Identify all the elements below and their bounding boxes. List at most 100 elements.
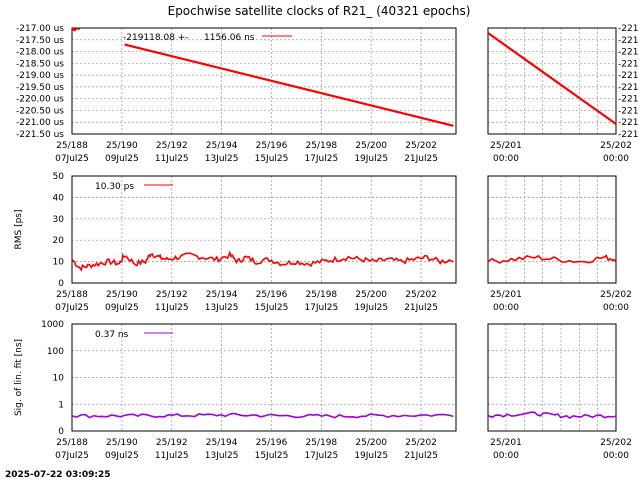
x-tick-date: 13Jul25 [205, 451, 239, 461]
x-tick-date: 19Jul25 [354, 451, 388, 461]
x-tick-date: 00:00 [603, 154, 629, 164]
x-tick-date: 07Jul25 [55, 154, 89, 164]
plot-frame [71, 323, 457, 432]
x-tick-label: 25/201 [490, 290, 522, 300]
x-tick-label: 25/194 [206, 290, 238, 300]
plot-frame [71, 27, 457, 135]
x-tick-label: 25/198 [306, 438, 338, 448]
y-tick-label: -220.00 us [16, 95, 64, 105]
legend-label: -219118.08 +- [123, 33, 189, 43]
y-tick-label: 20 [53, 236, 65, 246]
y-tick-label: 50 [53, 172, 65, 182]
x-tick-date: 15Jul25 [255, 303, 289, 313]
x-tick-label: 25/196 [256, 438, 288, 448]
x-tick-label: 25/196 [256, 141, 288, 151]
x-tick-label: 25/202 [405, 141, 437, 151]
x-tick-label: 25/188 [56, 141, 88, 151]
y-tick-label: -221 [618, 95, 638, 105]
x-tick-date: 17Jul25 [304, 451, 338, 461]
x-tick-date: 21Jul25 [404, 303, 438, 313]
y-tick-label: 30 [53, 215, 65, 225]
y-tick-label: 0 [58, 427, 64, 437]
data-line [487, 32, 617, 125]
y-tick-label: 40 [53, 193, 65, 203]
x-tick-date: 13Jul25 [205, 154, 239, 164]
x-tick-date: 00:00 [493, 451, 519, 461]
x-tick-label: 25/202 [405, 438, 437, 448]
y-tick-label: -218.00 us [16, 48, 64, 58]
x-tick-date: 19Jul25 [354, 154, 388, 164]
data-line [124, 43, 454, 127]
x-tick-date: 00:00 [603, 451, 629, 461]
y-tick-label: -221 [618, 106, 638, 116]
x-tick-label: 25/192 [156, 290, 188, 300]
x-tick-date: 09Jul25 [105, 154, 139, 164]
x-tick-label: 25/198 [306, 141, 338, 151]
x-tick-label: 25/200 [355, 438, 387, 448]
y-tick-label: -219.00 us [16, 71, 64, 81]
y-axis-label: Sig. of lin. fit [ns] [14, 339, 24, 416]
y-tick-label: -221.00 us [16, 118, 64, 128]
x-tick-date: 00:00 [603, 303, 629, 313]
x-tick-date: 09Jul25 [105, 303, 139, 313]
chart-title: Epochwise satellite clocks of R21_ (4032… [168, 4, 471, 18]
legend-label: 0.37 ns [95, 330, 129, 340]
y-tick-label: 0 [58, 279, 64, 289]
y-tick-label: -221 [618, 71, 638, 81]
x-tick-label: 25/190 [106, 438, 138, 448]
x-tick-label: 25/192 [156, 141, 188, 151]
legend-label: 10.30 ps [95, 182, 134, 192]
plot-frame [487, 27, 617, 135]
y-tick-label: 1000 [41, 320, 64, 330]
y-tick-label: -221 [618, 24, 638, 34]
x-tick-label: 25/200 [355, 141, 387, 151]
x-tick-date: 11Jul25 [155, 451, 189, 461]
x-tick-date: 21Jul25 [404, 451, 438, 461]
x-tick-label: 25/202 [600, 438, 632, 448]
x-tick-date: 15Jul25 [255, 451, 289, 461]
y-tick-label: -221.50 us [16, 130, 64, 140]
x-tick-date: 17Jul25 [304, 154, 338, 164]
x-tick-date: 15Jul25 [255, 154, 289, 164]
y-tick-label: -221 [618, 83, 638, 93]
data-line [71, 250, 454, 272]
y-tick-label: -218.50 us [16, 59, 64, 69]
y-tick-label: -221 [618, 36, 638, 46]
data-line [487, 411, 617, 420]
timestamp: 2025-07-22 03:09:25 [5, 470, 110, 480]
x-tick-label: 25/202 [600, 141, 632, 151]
x-tick-date: 07Jul25 [55, 451, 89, 461]
x-tick-label: 25/202 [600, 290, 632, 300]
x-tick-label: 25/201 [490, 438, 522, 448]
data-line [71, 412, 454, 419]
data-line [487, 254, 617, 264]
y-tick-label: -217.00 us [16, 24, 64, 34]
y-tick-label: -217.50 us [16, 36, 64, 46]
y-tick-label: -220.50 us [16, 106, 64, 116]
y-tick-label: -219.50 us [16, 83, 64, 93]
y-tick-label: 10 [53, 374, 65, 384]
x-tick-label: 25/188 [56, 438, 88, 448]
x-tick-label: 25/190 [106, 290, 138, 300]
x-tick-label: 25/188 [56, 290, 88, 300]
plot-frame [487, 175, 617, 284]
x-tick-date: 11Jul25 [155, 154, 189, 164]
y-axis-label: RMS [ps] [14, 209, 24, 249]
y-tick-label: -221 [618, 48, 638, 58]
plot-frame [71, 175, 457, 284]
x-tick-date: 19Jul25 [354, 303, 388, 313]
x-tick-label: 25/201 [490, 141, 522, 151]
x-tick-label: 25/194 [206, 438, 238, 448]
y-tick-label: -221 [618, 130, 638, 140]
x-tick-date: 13Jul25 [205, 303, 239, 313]
x-tick-label: 25/194 [206, 141, 238, 151]
x-tick-date: 21Jul25 [404, 154, 438, 164]
y-tick-label: 10 [53, 258, 65, 268]
plot-frame [487, 323, 617, 432]
x-tick-date: 17Jul25 [304, 303, 338, 313]
x-tick-date: 00:00 [493, 154, 519, 164]
x-tick-date: 00:00 [493, 303, 519, 313]
x-tick-date: 11Jul25 [155, 303, 189, 313]
y-tick-label: -221 [618, 118, 638, 128]
